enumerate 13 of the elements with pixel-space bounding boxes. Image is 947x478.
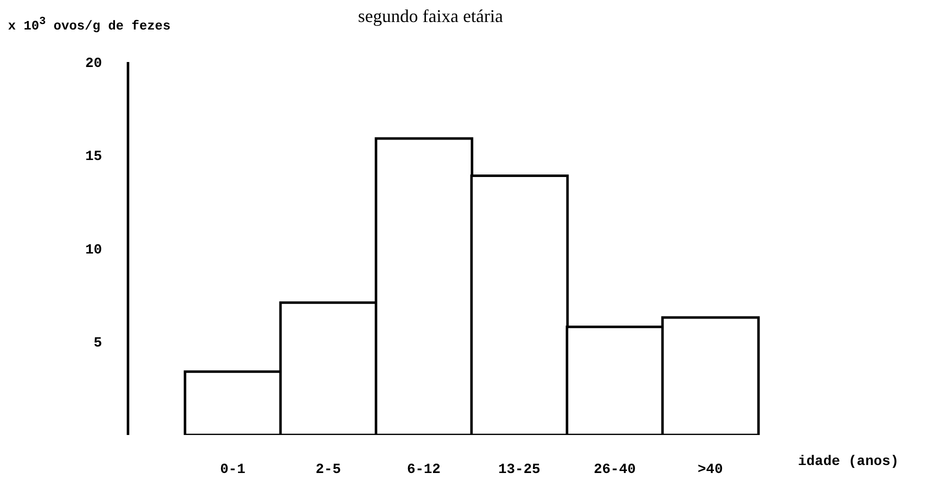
x-tick-label: 13-25 — [498, 462, 540, 478]
x-tick-label: 2-5 — [316, 462, 341, 478]
x-tick-label: 26-40 — [594, 462, 636, 478]
x-axis-title: idade (anos) — [798, 454, 899, 470]
x-tick-label: >40 — [698, 462, 723, 478]
chart-title: segundo faixa etária — [358, 6, 503, 27]
x-tick-label: 0-1 — [220, 462, 246, 478]
y-axis-title: x 10$^{3}$ ovos/g de fezes — [8, 16, 171, 34]
y-tick-label: 15 — [85, 149, 102, 166]
y-tick-label: 10 — [85, 242, 102, 258]
x-tick-label: 6-12 — [406, 462, 441, 478]
y-tick-label: 20 — [85, 56, 102, 72]
y-tick-label: 5 — [94, 336, 102, 352]
